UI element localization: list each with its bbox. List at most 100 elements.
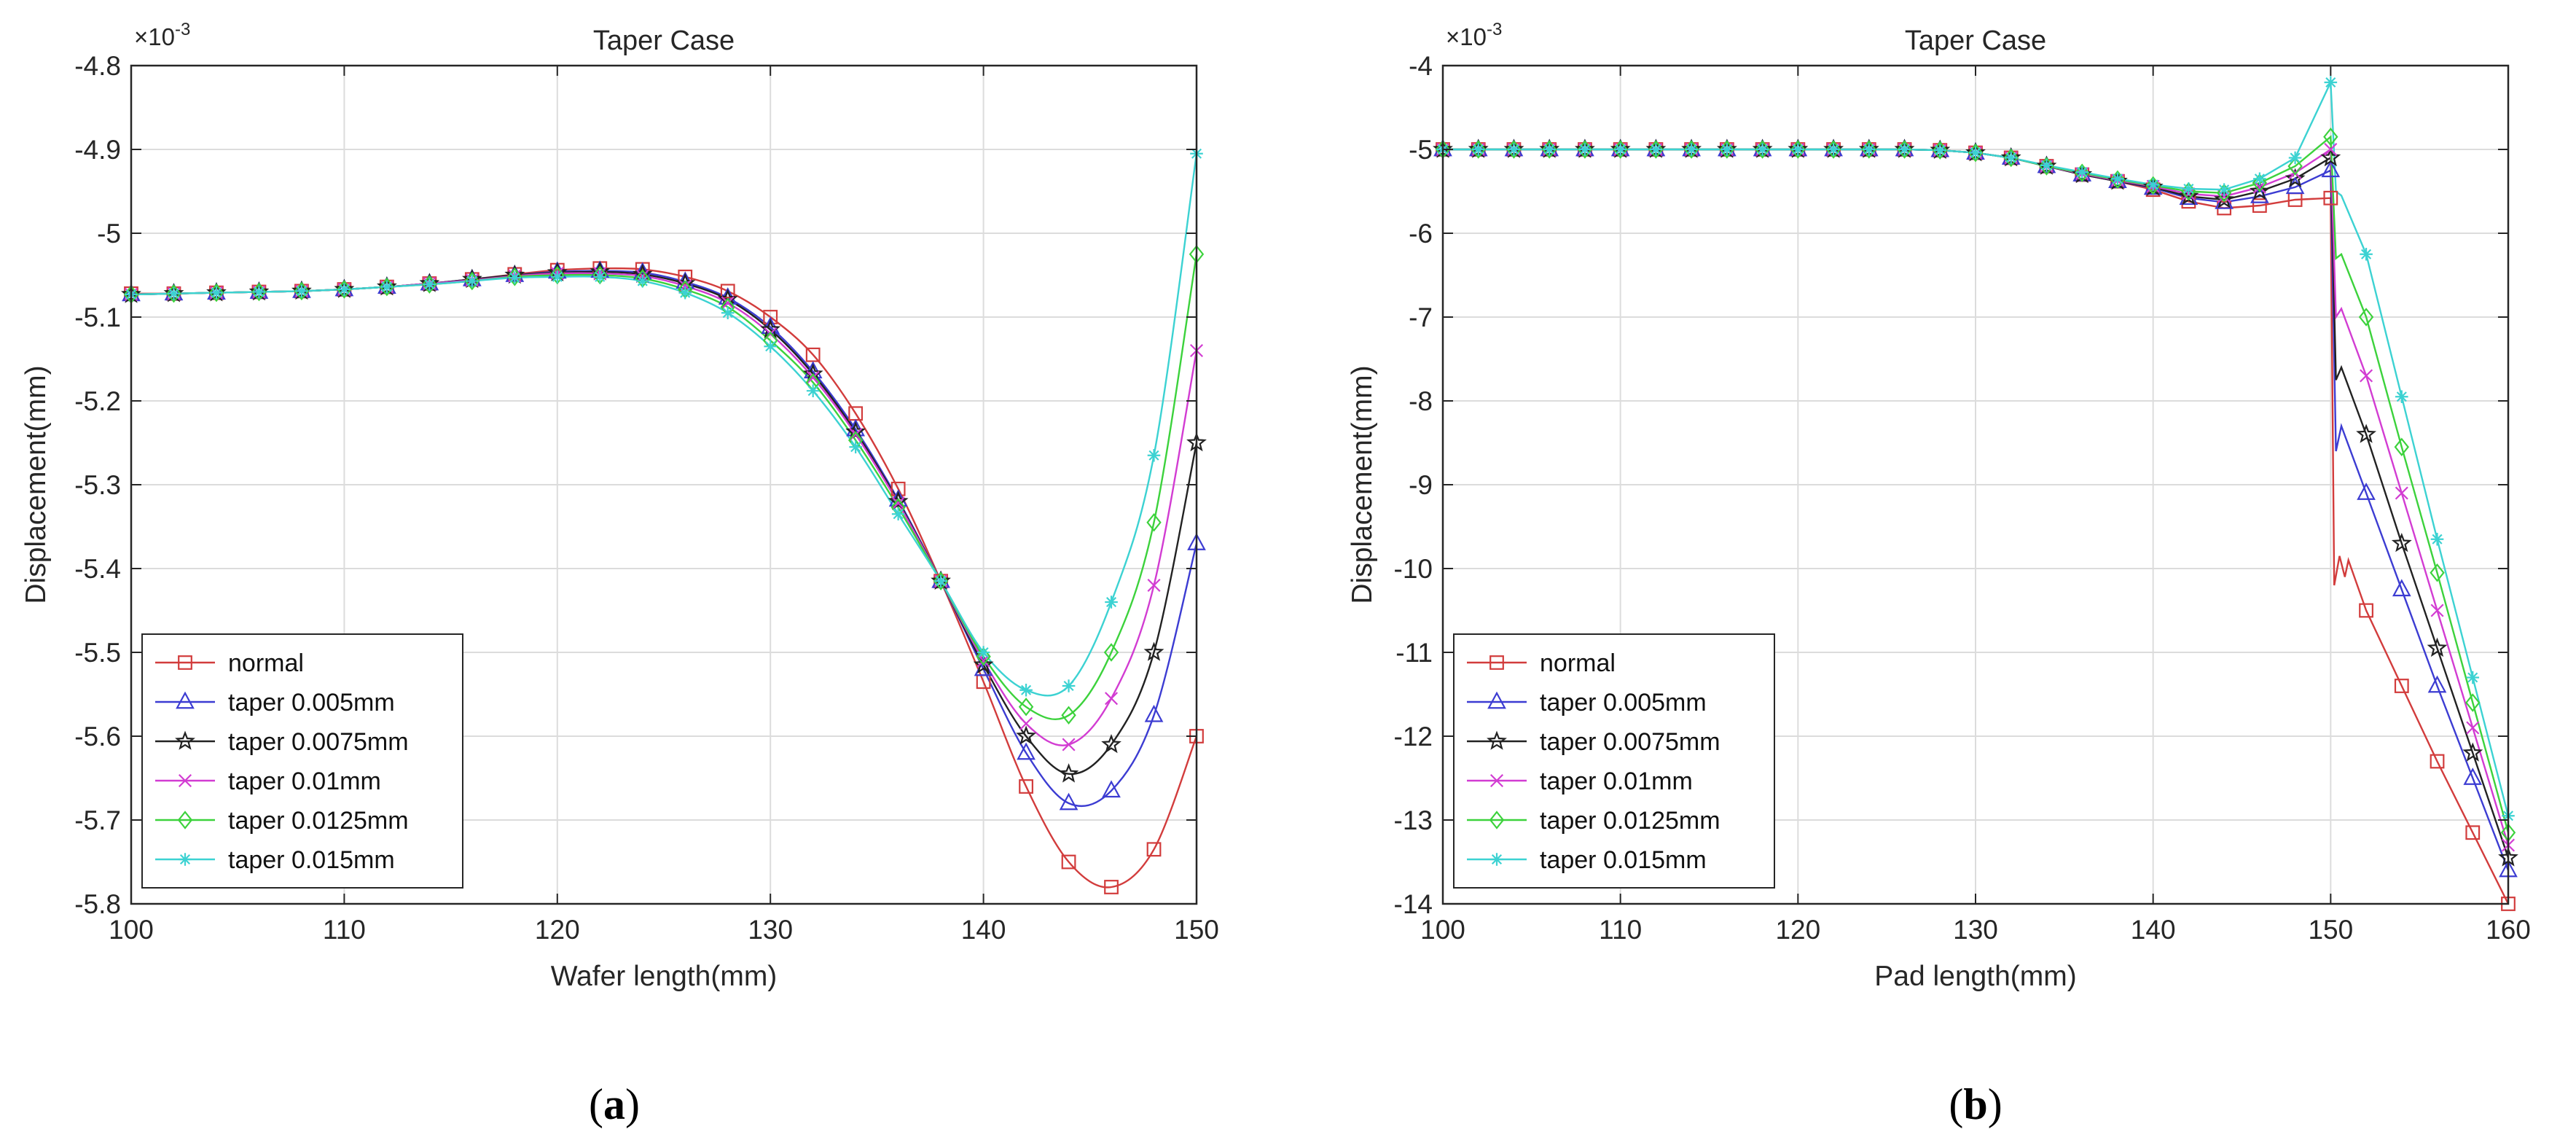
data-point-marker bbox=[294, 281, 310, 301]
x-tick-label: 130 bbox=[1953, 915, 1998, 945]
data-point-marker bbox=[2427, 637, 2448, 657]
data-point-marker bbox=[2252, 173, 2268, 192]
y-tick-label: -5.2 bbox=[74, 386, 121, 416]
data-point-marker bbox=[2430, 604, 2444, 617]
data-point-marker bbox=[1058, 763, 1079, 783]
y-axis-label-b: Displacement(mm) bbox=[1347, 365, 1378, 604]
legend-entry-label: taper 0.015mm bbox=[228, 846, 395, 874]
y-tick-label: -13 bbox=[1394, 805, 1433, 835]
data-point-marker bbox=[2462, 742, 2483, 762]
data-point-marker bbox=[1541, 140, 1557, 159]
data-point-marker bbox=[1061, 706, 1076, 725]
data-point-marker bbox=[1103, 643, 1119, 662]
data-point-marker bbox=[1861, 140, 1877, 159]
data-point-marker bbox=[2392, 579, 2411, 597]
data-point-marker bbox=[422, 275, 437, 294]
x-tick-label: 130 bbox=[748, 915, 793, 945]
series-markers-a bbox=[121, 147, 1207, 894]
data-point-marker bbox=[2427, 675, 2447, 693]
data-point-marker bbox=[678, 269, 693, 284]
data-point-marker bbox=[1863, 143, 1876, 156]
data-point-marker bbox=[2359, 603, 2373, 618]
x-ticks-a: 100 110 120 130 140 150 bbox=[109, 66, 1219, 945]
x-axis-label-a: Wafer length(mm) bbox=[551, 961, 778, 992]
data-point-marker bbox=[764, 340, 777, 354]
y-tick-label: -5.7 bbox=[74, 805, 121, 835]
data-point-marker bbox=[2465, 825, 2481, 840]
data-point-marker bbox=[1543, 143, 1556, 156]
data-point-marker bbox=[2214, 189, 2235, 208]
caption-b: (b) bbox=[1949, 1080, 2002, 1128]
data-point-marker bbox=[252, 285, 266, 299]
legend-b: normal taper 0.005mm taper 0.0075mm taper 0… bbox=[1453, 633, 1775, 889]
x-tick-label: 100 bbox=[109, 915, 154, 945]
data-point-marker bbox=[973, 654, 994, 674]
data-point-marker bbox=[1019, 683, 1033, 697]
data-point-marker bbox=[210, 286, 223, 300]
data-point-marker bbox=[2463, 768, 2483, 785]
data-point-marker bbox=[678, 286, 692, 300]
data-point-marker bbox=[2465, 693, 2481, 712]
data-point-marker bbox=[1683, 140, 1699, 159]
data-point-marker bbox=[464, 271, 480, 291]
data-point-marker bbox=[2395, 390, 2408, 404]
x-tick-label: 120 bbox=[1775, 915, 1820, 945]
data-point-marker bbox=[1897, 140, 1912, 159]
data-point-marker bbox=[2321, 160, 2341, 178]
y-tick-label: -12 bbox=[1394, 722, 1433, 751]
data-point-marker bbox=[2253, 172, 2266, 186]
data-point-marker bbox=[891, 496, 905, 510]
data-point-marker bbox=[2466, 721, 2480, 735]
data-point-marker bbox=[1147, 448, 1161, 462]
x-tick-label: 120 bbox=[535, 915, 580, 945]
y-ticks-b: -4 -5 -6 -7 -8 -9 -10 -11 -12 -13 -14 bbox=[1394, 51, 2508, 919]
y-axis-label-a: Displacement(mm) bbox=[20, 365, 52, 604]
data-point-marker bbox=[251, 282, 267, 302]
data-point-marker bbox=[2324, 142, 2338, 157]
x-tick-label: 150 bbox=[1174, 915, 1219, 945]
data-point-marker bbox=[379, 277, 395, 297]
x-tick-label: 100 bbox=[1420, 915, 1465, 945]
chart-panel-a: 100 110 120 130 140 150 -4.8 -4.9 -5 -5.1 -5.2 -5.… bbox=[20, 20, 1219, 992]
exponent-label-b: ×10-3 bbox=[1446, 20, 1502, 50]
legend-swatch-marker bbox=[1487, 691, 1506, 709]
legend-entry-label: taper 0.01mm bbox=[228, 768, 381, 795]
data-point-marker bbox=[2360, 369, 2373, 383]
data-point-marker bbox=[2394, 679, 2409, 693]
y-tick-label: -8 bbox=[1409, 386, 1433, 416]
legend-box bbox=[1453, 633, 1775, 889]
data-point-marker bbox=[2040, 159, 2054, 172]
data-point-marker bbox=[1755, 140, 1770, 159]
y-tick-label: -5 bbox=[1409, 135, 1433, 165]
data-point-marker bbox=[1017, 742, 1036, 760]
data-point-marker bbox=[1059, 792, 1078, 811]
y-tick-label: -4.9 bbox=[74, 135, 121, 165]
chart-title-b: Taper Case bbox=[1905, 26, 2046, 56]
data-point-marker bbox=[2217, 190, 2231, 203]
x-tick-label: 110 bbox=[1599, 915, 1642, 945]
data-point-marker bbox=[166, 284, 181, 303]
data-point-marker bbox=[208, 283, 224, 302]
data-point-marker bbox=[1898, 143, 1911, 156]
legend-swatch-marker bbox=[178, 655, 192, 670]
data-point-marker bbox=[508, 271, 522, 284]
data-point-marker bbox=[1146, 842, 1162, 857]
x-tick-label: 140 bbox=[961, 915, 1006, 945]
data-point-marker bbox=[1613, 143, 1627, 156]
legend-a: normal taper 0.005mm taper 0.0075mm taper 0… bbox=[141, 633, 463, 889]
x-tick-label: 160 bbox=[2486, 915, 2531, 945]
data-point-marker bbox=[2324, 76, 2338, 89]
data-point-marker bbox=[1102, 780, 1121, 798]
exponent-label-a: ×10-3 bbox=[134, 20, 190, 50]
legend-entry-label: taper 0.0125mm bbox=[228, 807, 409, 835]
data-point-marker bbox=[1105, 596, 1118, 609]
data-point-marker bbox=[1933, 144, 1947, 157]
data-point-marker bbox=[849, 440, 862, 454]
data-point-marker bbox=[2391, 532, 2412, 553]
data-point-marker bbox=[1613, 140, 1628, 159]
data-point-marker bbox=[1062, 679, 1076, 692]
data-point-marker bbox=[2074, 163, 2090, 182]
data-point-marker bbox=[976, 646, 990, 659]
x-tick-label: 140 bbox=[2131, 915, 2176, 945]
